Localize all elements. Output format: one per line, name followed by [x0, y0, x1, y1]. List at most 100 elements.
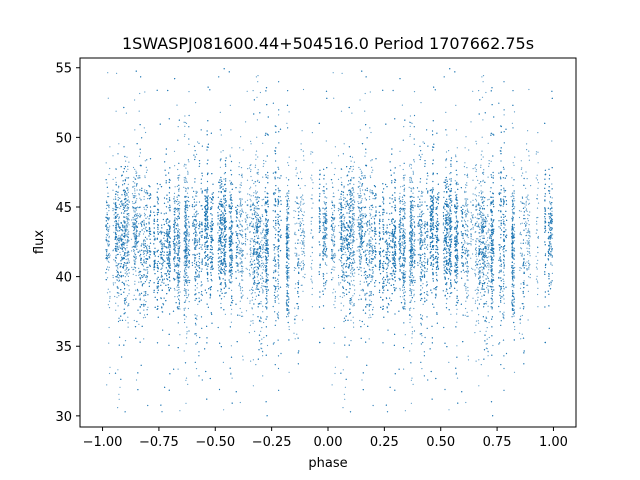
data-point [332, 234, 334, 237]
data-point [243, 243, 245, 245]
data-point [466, 268, 469, 270]
data-point [487, 264, 489, 267]
data-point [133, 211, 135, 213]
data-point [475, 204, 477, 206]
data-point [300, 222, 303, 224]
data-point [333, 260, 335, 262]
data-point [188, 265, 190, 268]
data-point [107, 288, 109, 290]
data-point [177, 249, 179, 251]
data-point [399, 218, 401, 220]
data-point [187, 173, 189, 175]
data-point [127, 254, 129, 256]
data-point [264, 281, 267, 283]
data-point [324, 208, 326, 210]
data-point [475, 243, 477, 245]
data-point [342, 242, 344, 244]
data-point [470, 233, 472, 236]
data-point [410, 255, 412, 257]
data-point [300, 209, 302, 211]
data-point [513, 298, 516, 300]
data-point [135, 218, 138, 220]
data-point [488, 248, 490, 250]
data-point [352, 225, 354, 227]
data-point [184, 267, 187, 269]
data-point [412, 207, 414, 209]
data-point [255, 227, 257, 229]
data-point [134, 215, 136, 217]
data-point [178, 241, 180, 243]
data-point [363, 207, 366, 209]
data-point [125, 242, 127, 244]
data-point [488, 336, 490, 339]
data-point [185, 402, 187, 404]
data-point [135, 195, 137, 197]
data-point [127, 165, 129, 167]
data-point [183, 233, 186, 235]
data-point [183, 309, 185, 311]
data-point [252, 268, 254, 270]
data-point [238, 227, 240, 229]
data-point [360, 195, 362, 197]
data-point [351, 170, 353, 172]
data-point [340, 231, 342, 233]
data-point [535, 177, 537, 179]
data-point [139, 294, 141, 296]
data-point [310, 232, 312, 234]
data-point [356, 238, 358, 240]
data-point [248, 332, 250, 334]
data-point [465, 136, 467, 138]
data-point [178, 265, 180, 267]
data-point [125, 200, 127, 202]
data-point [324, 202, 326, 204]
data-point [262, 243, 264, 246]
data-point [485, 301, 488, 303]
data-point [472, 204, 474, 206]
data-point [513, 192, 515, 194]
data-point [410, 177, 412, 180]
data-point [302, 199, 304, 201]
data-point [364, 273, 367, 276]
data-point [176, 199, 179, 201]
data-point [261, 252, 264, 254]
data-point [342, 215, 344, 217]
data-point [134, 207, 136, 209]
data-point [266, 221, 268, 223]
data-point [353, 279, 355, 282]
data-point [528, 265, 530, 267]
data-point [136, 245, 138, 247]
data-point [178, 271, 180, 273]
data-point [107, 260, 109, 262]
data-point [449, 240, 451, 242]
data-point [249, 289, 251, 291]
data-point [133, 294, 135, 296]
data-point [252, 385, 254, 387]
data-point [369, 256, 371, 258]
data-point [185, 164, 187, 166]
data-point [184, 272, 186, 274]
data-point [325, 183, 327, 185]
data-point [303, 251, 305, 253]
data-point [296, 253, 298, 256]
data-point [360, 218, 362, 220]
data-point [143, 338, 145, 340]
data-point [487, 142, 489, 144]
data-point [246, 224, 248, 226]
data-point [449, 206, 452, 208]
data-point [193, 244, 195, 246]
data-point [257, 169, 259, 171]
data-point [177, 126, 179, 128]
data-point [476, 288, 478, 290]
data-point [356, 250, 358, 252]
data-point [220, 302, 222, 305]
data-point [463, 227, 465, 229]
data-point [492, 276, 494, 278]
data-point [242, 279, 244, 281]
data-point [403, 228, 405, 230]
data-point [464, 242, 466, 244]
data-point [303, 240, 305, 242]
data-point [239, 216, 242, 218]
data-point [185, 299, 187, 301]
data-point [525, 202, 527, 204]
data-point [333, 245, 336, 247]
